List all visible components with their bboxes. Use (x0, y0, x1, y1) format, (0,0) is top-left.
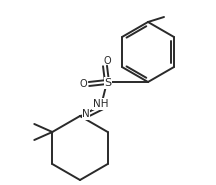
Text: O: O (79, 79, 87, 89)
Text: O: O (103, 56, 111, 66)
Text: N: N (82, 109, 90, 119)
Text: NH: NH (93, 99, 109, 109)
Text: S: S (105, 78, 111, 88)
